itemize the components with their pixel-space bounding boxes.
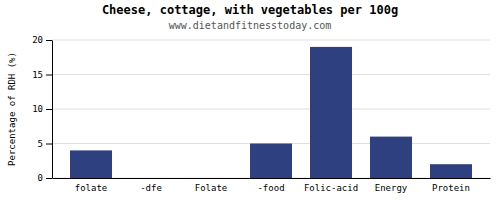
- bar: [250, 144, 292, 179]
- tick-label: Folic-acid: [304, 183, 358, 193]
- tick-mark: [46, 40, 52, 41]
- y-axis-title: Percentage of RDH (%): [7, 52, 17, 166]
- tick: -dfe: [140, 183, 162, 193]
- tick: 10: [32, 104, 52, 114]
- chart: Cheese, cottage, with vegetables per 100…: [0, 0, 500, 200]
- x-axis: folate -dfe Folate -food Folic-acid Energy Pro…: [53, 179, 491, 193]
- grid: [52, 40, 490, 178]
- axis-line: [53, 178, 491, 179]
- tick: -food: [257, 183, 284, 193]
- tick-label: Energy: [375, 183, 408, 193]
- bars: [70, 47, 472, 178]
- tick-mark: [46, 178, 52, 179]
- title: Cheese, cottage, with vegetables per 100…: [102, 3, 398, 17]
- tick-label: -food: [257, 183, 284, 193]
- tick-label: 20: [32, 35, 43, 45]
- plot: 0 5 10 15 20 folate -dfe Folate -food Folic-acid E…: [32, 35, 490, 193]
- tick: folate: [75, 183, 108, 193]
- tick: Protein: [432, 183, 470, 193]
- tick-mark: [46, 109, 52, 110]
- tick-label: 15: [32, 70, 43, 80]
- tick-label: Protein: [432, 183, 470, 193]
- tick: Folic-acid: [304, 183, 358, 193]
- tick-label: 0: [38, 173, 43, 183]
- bar: [430, 164, 472, 178]
- tick-mark: [46, 75, 52, 76]
- tick-mark: [46, 144, 52, 145]
- bar: [370, 137, 412, 178]
- grid-line: [52, 109, 490, 110]
- tick: 5: [38, 139, 52, 149]
- bar: [190, 178, 232, 179]
- bar: [310, 47, 352, 178]
- axis-line: [52, 41, 53, 179]
- tick-label: folate: [75, 183, 108, 193]
- tick: Energy: [375, 183, 408, 193]
- tick: Folate: [195, 183, 228, 193]
- tick-label: 10: [32, 104, 43, 114]
- grid-line: [52, 40, 490, 41]
- tick-label: -dfe: [140, 183, 162, 193]
- tick: 15: [32, 70, 52, 80]
- y-axis: 0 5 10 15 20: [32, 35, 52, 183]
- subtitle: www.dietandfitnesstoday.com: [169, 20, 332, 31]
- bar: [70, 150, 112, 178]
- tick: 0: [38, 173, 52, 183]
- tick-label: 5: [38, 139, 43, 149]
- grid-line: [52, 74, 490, 75]
- bar: [130, 178, 172, 179]
- tick: 20: [32, 35, 52, 45]
- tick-label: Folate: [195, 183, 228, 193]
